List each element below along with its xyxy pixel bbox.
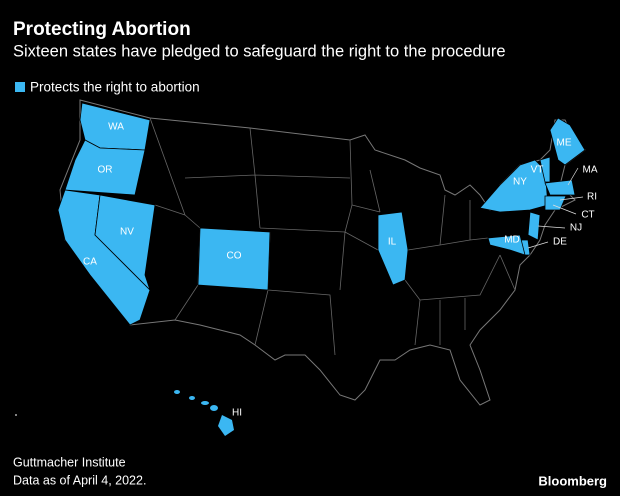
state-nv	[94, 194, 156, 291]
state-label: ME	[557, 138, 572, 149]
state-nj	[527, 211, 541, 241]
state-label: IL	[388, 237, 397, 248]
state-il	[377, 211, 409, 286]
title: Protecting Abortion	[13, 19, 191, 40]
subtitle: Sixteen states have pledged to safeguard…	[13, 42, 506, 60]
leader-de	[527, 241, 549, 249]
state-ma	[544, 179, 576, 196]
alaska-dot	[15, 414, 17, 416]
map	[15, 99, 586, 436]
state-label: CA	[83, 257, 97, 268]
state-label: NJ	[570, 223, 582, 234]
state-md	[487, 234, 526, 256]
brand: Bloomberg	[538, 473, 607, 488]
leader-ri	[559, 196, 584, 201]
state-or	[64, 139, 146, 196]
state-label: MD	[504, 235, 520, 246]
state-label: RI	[587, 192, 597, 203]
state-label: MA	[583, 165, 598, 176]
legend-label: Protects the right to abortion	[30, 80, 200, 95]
hawaii	[174, 390, 234, 436]
state-ct-ri	[544, 195, 567, 211]
state-co	[197, 227, 271, 291]
state-label: NY	[513, 177, 527, 188]
state-label: CT	[581, 210, 594, 221]
state-label: VT	[531, 165, 544, 176]
state-label: WA	[108, 122, 124, 133]
state-label: OR	[98, 165, 113, 176]
leader-nj	[537, 225, 566, 229]
note: Data as of April 4, 2022.	[13, 473, 146, 487]
leader-ma	[567, 167, 579, 186]
state-label: DE	[553, 237, 567, 248]
state-label: NV	[120, 227, 134, 238]
leader-ct	[552, 204, 577, 215]
state-label: CO	[227, 251, 242, 262]
legend-swatch	[15, 82, 25, 92]
source: Guttmacher Institute	[13, 455, 126, 469]
state-label: HI	[232, 408, 242, 419]
state-me	[549, 117, 586, 166]
state-vt	[539, 156, 551, 183]
